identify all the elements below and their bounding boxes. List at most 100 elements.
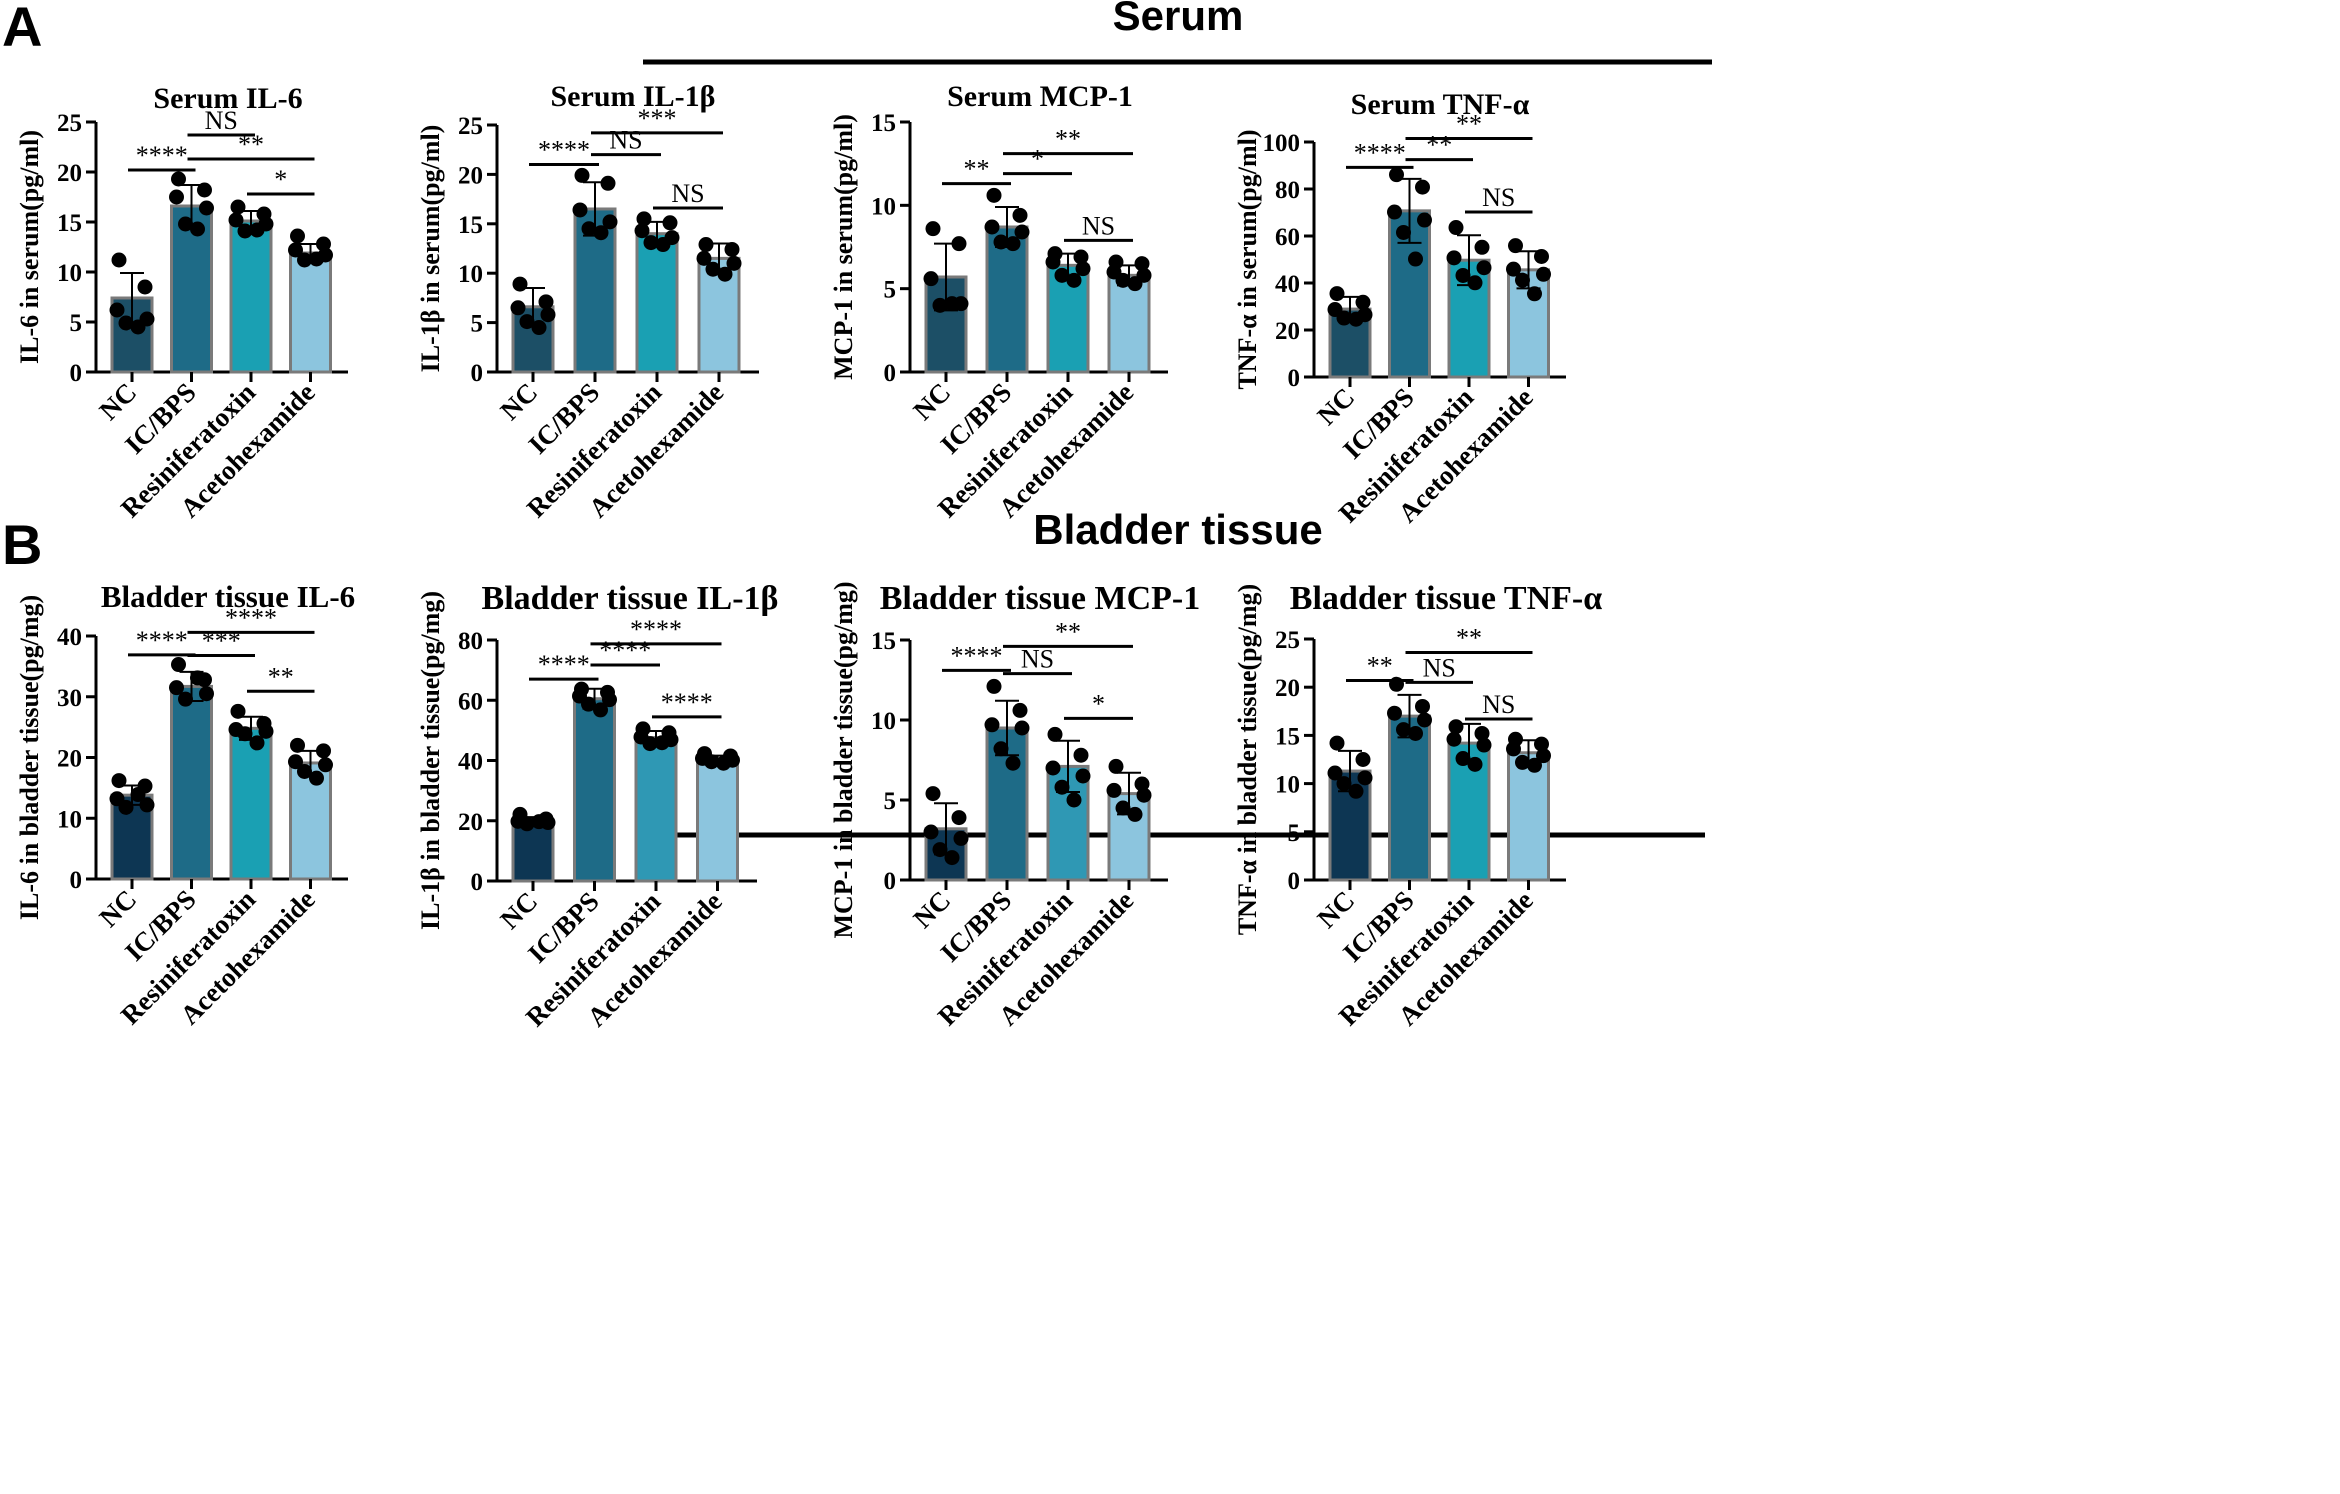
data-point <box>1536 266 1551 282</box>
y-axis-label: IL-6 in bladder tissue(pg/mg) <box>15 595 44 920</box>
data-point <box>1054 779 1070 795</box>
data-point <box>1014 720 1030 736</box>
data-point <box>593 225 609 241</box>
y-axis-label: MCP-1 in bladder tissue(pg/mg) <box>829 581 858 938</box>
data-point <box>636 211 652 227</box>
bar <box>696 757 739 883</box>
data-point <box>1455 751 1471 767</box>
significance-label: * <box>1092 689 1105 718</box>
category-label: NC <box>1311 885 1360 934</box>
data-point <box>531 320 547 336</box>
data-point <box>1005 236 1021 252</box>
chart-title: Bladder tissue IL-6 <box>101 579 355 614</box>
y-axis-label: IL-6 in serum(pg/ml) <box>15 130 44 364</box>
data-point <box>1396 224 1411 240</box>
y-tick-label: 5 <box>70 310 83 337</box>
data-point <box>984 219 1000 235</box>
data-point <box>1045 254 1061 270</box>
y-tick-label: 0 <box>884 868 897 895</box>
data-point <box>118 799 134 815</box>
category-label: NC <box>93 377 142 426</box>
data-point <box>540 307 556 323</box>
data-point <box>602 692 617 708</box>
data-point <box>199 200 214 216</box>
y-tick-label: 15 <box>871 628 896 655</box>
data-point <box>1045 760 1061 776</box>
significance-label: **** <box>538 136 590 165</box>
y-tick-label: 100 <box>1263 130 1301 157</box>
data-point <box>1134 776 1150 792</box>
y-axis-label: IL-1β in bladder tissue(pg/mg) <box>416 591 445 930</box>
data-point <box>634 223 650 239</box>
data-point <box>986 187 1002 203</box>
data-point <box>1014 224 1030 240</box>
data-point <box>1387 705 1402 721</box>
significance-label: NS <box>1482 183 1515 212</box>
data-point <box>1134 256 1150 272</box>
y-tick-label: 15 <box>57 210 82 237</box>
data-point <box>1527 757 1542 773</box>
y-axis-label: TNF-α in serum(pg/ml) <box>1233 129 1262 389</box>
data-point <box>1066 272 1082 288</box>
data-point <box>1136 787 1152 803</box>
data-point <box>655 237 671 253</box>
chart-6: Bladder tissue MCP-1 MCP-1 in bladder tis… <box>829 580 1200 1031</box>
significance-label: NS <box>1021 645 1054 674</box>
data-point <box>724 241 740 257</box>
y-tick-label: 20 <box>1275 675 1300 702</box>
data-point <box>1506 261 1521 277</box>
chart-1: Serum IL-1β IL-1β in serum(pg/ml) 0 5 10 15 20… <box>416 80 759 523</box>
data-point <box>190 221 205 237</box>
data-point <box>993 741 1009 757</box>
chart-title: Serum IL-6 <box>153 82 302 115</box>
data-point <box>171 657 186 673</box>
data-point <box>944 850 960 866</box>
chart-title: Bladder tissue MCP-1 <box>880 580 1200 617</box>
significance-label: ** <box>964 155 990 184</box>
significance-label: **** <box>225 603 277 632</box>
data-point <box>118 315 134 331</box>
data-point <box>1417 712 1432 728</box>
category-label: NC <box>494 377 543 426</box>
data-point <box>1127 806 1143 822</box>
significance-label: NS <box>609 126 642 155</box>
panel-letter-b: B <box>2 513 42 576</box>
data-point <box>704 754 719 770</box>
data-point <box>1476 737 1492 753</box>
y-tick-label: 15 <box>1275 723 1300 750</box>
data-point <box>318 757 333 773</box>
data-point <box>923 271 939 287</box>
data-point <box>111 773 127 789</box>
significance-label: NS <box>1082 211 1115 240</box>
y-axis-label: MCP-1 in serum(pg/ml) <box>829 114 858 380</box>
data-point <box>531 814 547 830</box>
y-tick-label: 25 <box>57 110 82 137</box>
y-tick-label: 10 <box>57 806 82 833</box>
data-point <box>642 736 658 752</box>
chart-title: Bladder tissue TNF-α <box>1290 580 1602 617</box>
significance-label: **** <box>538 650 590 679</box>
data-point <box>139 797 155 813</box>
data-point <box>1474 239 1490 255</box>
significance-label: **** <box>136 141 188 170</box>
data-point <box>1327 765 1343 781</box>
y-tick-label: 10 <box>57 260 82 287</box>
panel-letter-a: A <box>2 0 42 58</box>
data-point <box>290 228 305 244</box>
significance-label: ** <box>238 130 264 159</box>
y-tick-label: 0 <box>471 360 484 387</box>
data-point <box>717 266 733 282</box>
data-point <box>519 816 535 832</box>
chart-title: Serum IL-1β <box>551 80 716 113</box>
data-point <box>1515 272 1530 288</box>
bar <box>1328 769 1372 882</box>
significance-label: *** <box>638 104 677 133</box>
data-point <box>1387 204 1402 220</box>
data-point <box>654 735 670 751</box>
data-point <box>228 212 244 228</box>
data-point <box>984 717 1000 733</box>
data-point <box>1515 754 1530 770</box>
data-point <box>1389 167 1404 183</box>
data-point <box>1054 267 1070 283</box>
y-tick-label: 80 <box>1275 177 1300 204</box>
